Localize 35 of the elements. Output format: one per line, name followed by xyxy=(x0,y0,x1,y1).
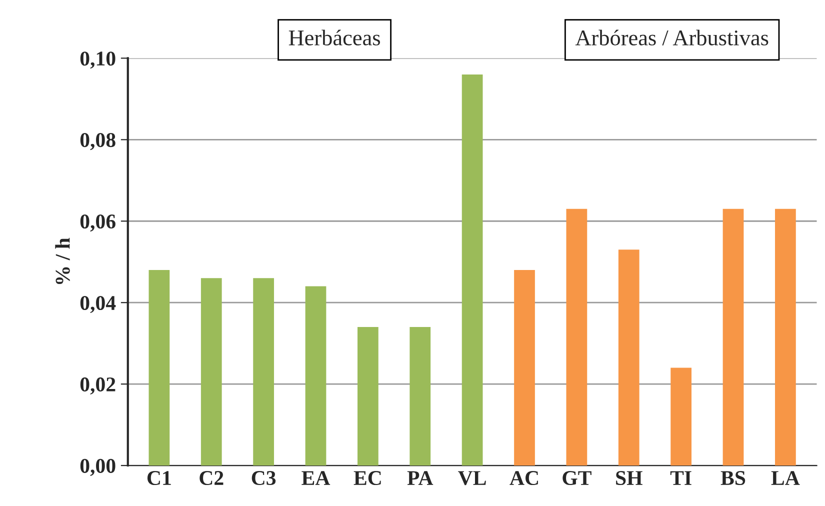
x-tick-label: C2 xyxy=(200,471,224,486)
x-tick-label: GT xyxy=(562,471,592,486)
y-axis-title: % / h xyxy=(55,238,70,284)
y-tick-label: 0,06 xyxy=(80,214,116,232)
x-tick-label: TI xyxy=(670,471,692,485)
text: Herbáceas xyxy=(288,30,380,46)
bar xyxy=(358,327,378,466)
y-tick-label: 0,04 xyxy=(80,296,116,314)
text: Arbóreas / Arbustivas xyxy=(575,30,768,46)
bar xyxy=(775,208,796,466)
x-tick-label: EC xyxy=(354,471,381,486)
bar xyxy=(305,286,326,466)
bar xyxy=(410,327,431,466)
x-tick-label: PA xyxy=(407,471,434,485)
y-tick-label: 0,00 xyxy=(80,458,116,476)
bar xyxy=(148,270,170,466)
bar xyxy=(462,74,483,466)
y-tick-label: 0,10 xyxy=(80,52,116,69)
bar xyxy=(670,368,692,466)
x-tick-label: C1 xyxy=(147,471,171,486)
bar xyxy=(722,208,744,466)
x-tick-label: AC xyxy=(510,471,538,486)
x-tick-label: LA xyxy=(771,471,800,485)
y-tick-label: 0,08 xyxy=(80,133,116,150)
bar xyxy=(618,250,640,466)
bar xyxy=(200,278,222,466)
x-tick-label: BS xyxy=(720,471,746,486)
bar xyxy=(253,278,274,466)
y-tick-label: 0,02 xyxy=(80,377,116,395)
x-tick-label: C3 xyxy=(252,471,276,486)
bar xyxy=(514,270,535,466)
x-tick-label: EA xyxy=(302,471,330,485)
x-tick-label: SH xyxy=(616,471,642,486)
x-tick-label: VL xyxy=(458,471,486,486)
bar xyxy=(566,208,588,466)
